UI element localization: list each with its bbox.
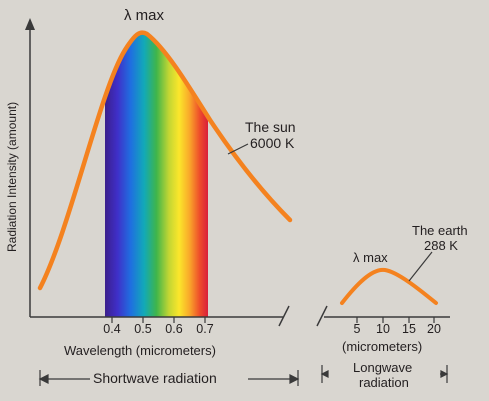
longwave-band-label-line1: Longwave: [353, 360, 413, 375]
x-axis-long-label: (micrometers): [342, 339, 423, 354]
earth-radiation-curve: [340, 267, 438, 305]
sun-radiation-curve: [37, 30, 293, 291]
lambda-max-earth-label: λ max: [353, 250, 388, 265]
long-tick-label: 20: [427, 322, 441, 336]
long-tick-marks: [356, 317, 435, 323]
short-tick-marks: [111, 317, 206, 323]
earth-name-label: The earth: [412, 223, 468, 238]
earth-label-pointer: [408, 251, 433, 282]
short-tick-label: 0.5: [134, 322, 152, 336]
short-tick-label: 0.4: [103, 322, 121, 336]
long-tick-label: 5: [353, 322, 361, 336]
short-tick-label: 0.7: [196, 322, 214, 336]
lambda-max-sun-label: λ max: [124, 7, 165, 24]
shortwave-band-label: Shortwave radiation: [93, 370, 217, 386]
sun-name-label: The sun: [245, 119, 296, 135]
earth-temp-label: 288 K: [424, 238, 458, 253]
short-tick-label: 0.6: [165, 322, 183, 336]
y-axis-arrow: [25, 18, 35, 30]
y-axis-label: Radiation Intensity (amount): [5, 101, 19, 252]
longwave-band-bracket: [320, 365, 449, 383]
axis-break-left: [278, 305, 290, 327]
long-tick-label: 15: [402, 322, 416, 336]
sun-label-pointer: [227, 143, 249, 155]
shortwave-band-bracket: [38, 370, 300, 386]
x-axis-short-label: Wavelength (micrometers): [64, 343, 216, 358]
sun-temp-label: 6000 K: [250, 135, 295, 151]
longwave-band-label-line2: radiation: [359, 375, 409, 390]
visible-spectrum-band: [105, 32, 208, 317]
axis-break-right: [316, 305, 328, 327]
long-tick-label: 10: [376, 322, 390, 336]
